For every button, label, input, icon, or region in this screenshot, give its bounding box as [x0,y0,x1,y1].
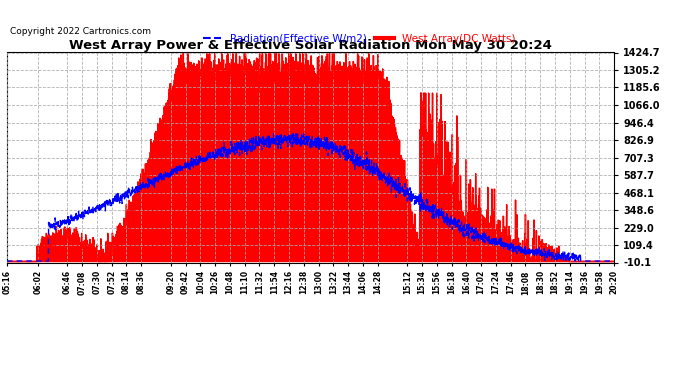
Title: West Array Power & Effective Solar Radiation Mon May 30 20:24: West Array Power & Effective Solar Radia… [69,39,552,53]
Text: Copyright 2022 Cartronics.com: Copyright 2022 Cartronics.com [10,27,151,36]
Legend: Radiation(Effective W/m2), West Array(DC Watts): Radiation(Effective W/m2), West Array(DC… [199,29,520,48]
